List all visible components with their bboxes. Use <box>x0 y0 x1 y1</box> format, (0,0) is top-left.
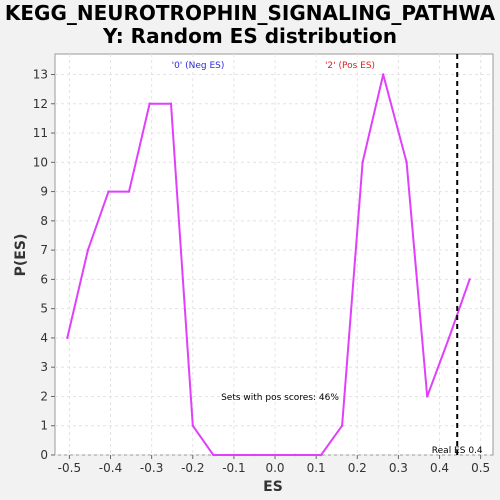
data-point <box>468 278 471 281</box>
y-tick-label: 2 <box>40 389 48 403</box>
y-tick-label: 9 <box>40 185 48 199</box>
data-point <box>273 453 277 457</box>
data-point <box>148 102 151 105</box>
data-point <box>447 336 451 340</box>
data-point <box>381 73 385 76</box>
x-tick-label: 0.4 <box>430 461 449 475</box>
real-es-label: Real ES 0.4 <box>432 446 483 456</box>
chart-title-line1: KEGG_NEUROTROPHIN_SIGNALING_PATHWA <box>5 1 496 25</box>
x-tick-label: 0.1 <box>307 461 326 475</box>
grid-lines <box>55 54 493 456</box>
data-point <box>86 248 90 252</box>
x-tick-label: 0.5 <box>471 461 490 475</box>
data-point <box>294 453 297 457</box>
real-es-marker: Real ES 0.4 <box>432 54 483 456</box>
plot-area <box>54 53 494 456</box>
data-point <box>253 453 256 457</box>
y-tick-label: 1 <box>40 419 48 433</box>
x-tick-label: -0.5 <box>58 461 81 475</box>
y-tick-label: 12 <box>33 97 48 111</box>
data-point <box>66 336 69 340</box>
x-axis-label: ES <box>263 479 283 495</box>
data-point <box>169 102 173 105</box>
data-point <box>425 395 429 398</box>
y-tick-label: 10 <box>33 155 48 169</box>
x-tick-label: 0.3 <box>389 461 408 475</box>
data-point <box>361 161 364 164</box>
y-axis-label: P(ES) <box>13 234 29 277</box>
x-tick-label: -0.3 <box>140 461 163 475</box>
x-tick-label: 0.2 <box>348 461 367 475</box>
neg-es-label: '0' (Neg ES) <box>172 61 225 71</box>
y-tick-label: 13 <box>33 67 48 81</box>
y-tick-label: 7 <box>40 243 48 257</box>
chart-title-line2: Y: Random ES distribution <box>102 24 397 48</box>
data-point <box>319 453 323 457</box>
data-point <box>127 190 131 193</box>
data-point <box>232 453 236 457</box>
pos-scores-text: Sets with pos scores: 46% <box>221 393 339 403</box>
x-tick-label: -0.2 <box>181 461 204 475</box>
y-tick-label: 0 <box>40 448 48 462</box>
data-point <box>340 424 344 427</box>
pos-es-label: '2' (Pos ES) <box>325 61 375 71</box>
y-tick-label: 6 <box>40 272 48 286</box>
series-layer <box>66 73 471 457</box>
data-point <box>405 161 408 164</box>
x-tick-label: 0.0 <box>265 461 284 475</box>
data-point <box>107 190 110 193</box>
y-tick-label: 5 <box>40 302 48 316</box>
y-tick-label: 4 <box>40 331 48 345</box>
data-point <box>212 453 215 457</box>
y-tick-label: 8 <box>40 214 48 228</box>
x-tick-label: -0.4 <box>99 461 122 475</box>
y-tick-label: 11 <box>33 126 48 140</box>
x-tick-label: -0.1 <box>222 461 245 475</box>
x-axis-ticks: -0.5 -0.4 -0.3 -0.2 -0.1 0.0 0.1 0.2 0.3 0.4 0.5 <box>58 455 490 475</box>
data-point <box>191 424 194 427</box>
y-tick-label: 3 <box>40 360 48 374</box>
series-line <box>66 74 471 456</box>
